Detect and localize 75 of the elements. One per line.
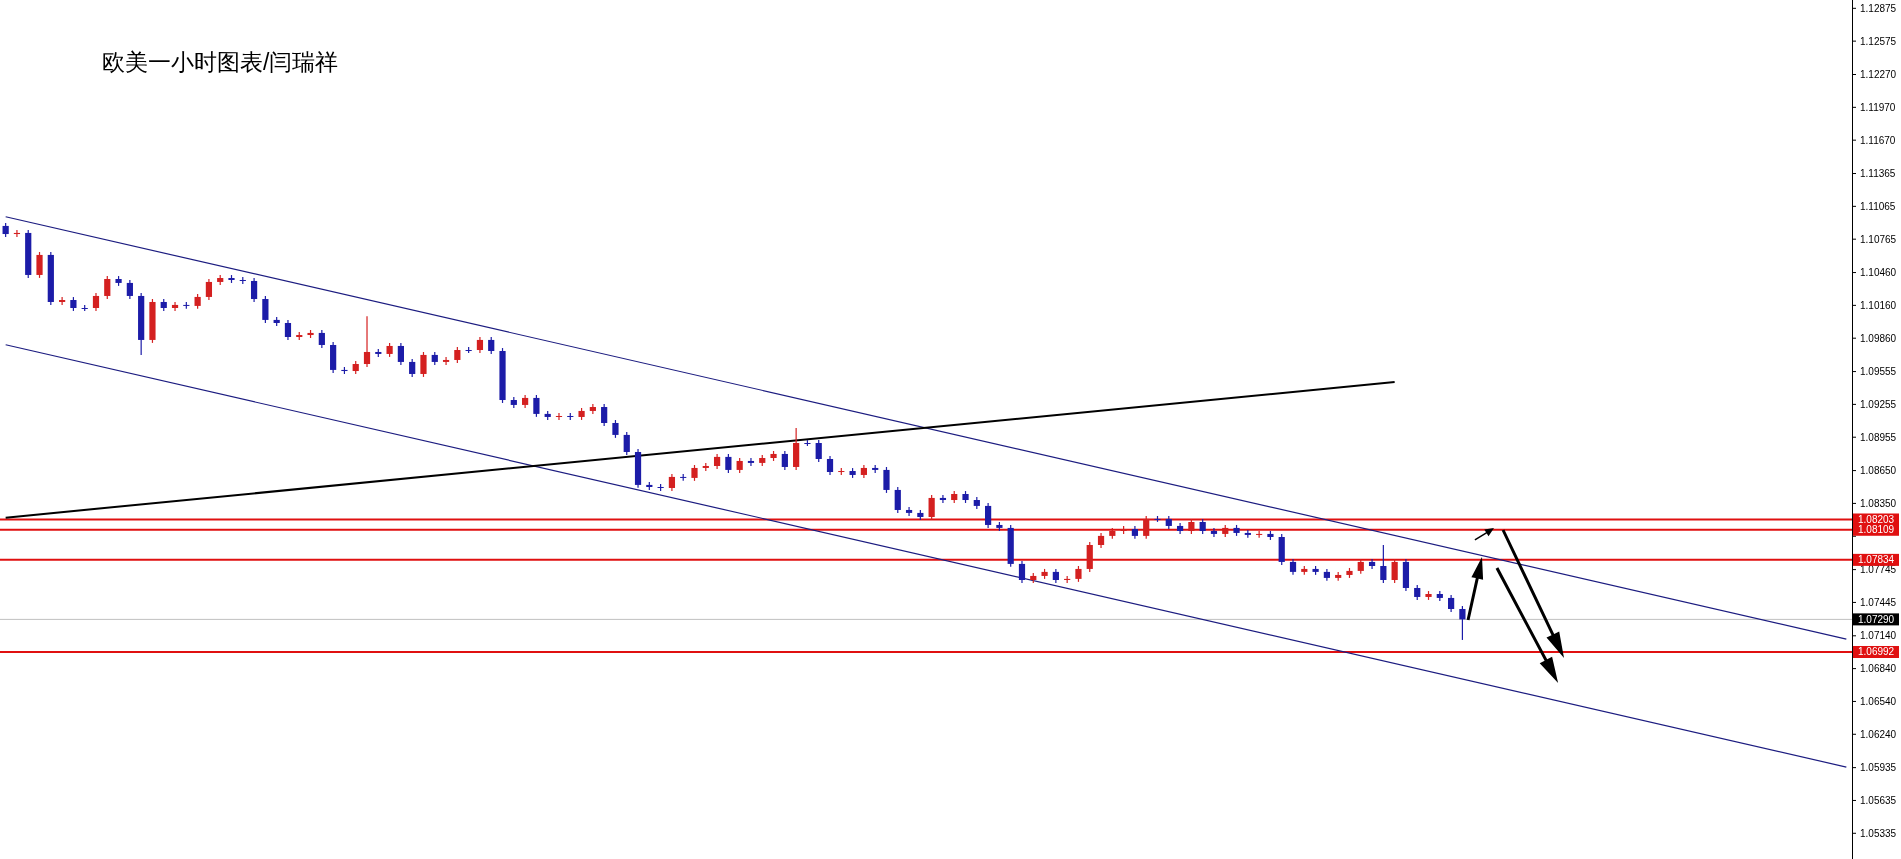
candlestick <box>905 506 913 517</box>
candlestick <box>59 296 66 306</box>
candlestick <box>397 342 404 366</box>
y-tick-label: 1.09255 <box>1860 398 1897 410</box>
candlestick <box>284 319 292 341</box>
y-tick-label: 1.09555 <box>1860 366 1897 378</box>
y-tick-label: 1.07745 <box>1860 564 1897 576</box>
y-tick-label: 1.10765 <box>1860 233 1897 245</box>
text: 欧美一小时图表/闫瑞祥 <box>102 49 339 75</box>
y-tick-label: 1.05335 <box>1860 827 1897 839</box>
candlestick <box>883 466 890 494</box>
candlestick <box>985 502 992 529</box>
ref-line-label: 1.08203 <box>1858 513 1895 525</box>
candlestick <box>928 494 935 521</box>
candlestick <box>171 301 179 312</box>
candlestick <box>442 356 450 366</box>
y-tick-label: 1.08955 <box>1860 431 1897 443</box>
candlestick <box>815 439 822 463</box>
ref-line-label: 1.07834 <box>1858 554 1895 566</box>
candlestick <box>363 315 371 368</box>
y-tick-label: 1.12270 <box>1860 69 1897 81</box>
candlestick <box>262 295 269 324</box>
candlestick <box>725 453 732 474</box>
candlestick <box>939 494 947 504</box>
candlestick <box>793 427 800 471</box>
candlestick <box>1256 530 1263 539</box>
candlestick <box>826 455 834 476</box>
candlestick <box>1380 544 1387 584</box>
y-tick-label: 1.11670 <box>1860 134 1896 146</box>
candlestick <box>1210 527 1218 538</box>
ref-label: 1.06992 <box>1853 646 1899 658</box>
candlestick <box>1368 558 1376 570</box>
y-tick-label: 1.10160 <box>1860 299 1897 311</box>
candlestick <box>533 394 540 418</box>
ref-label: 1.07834 <box>1853 553 1899 566</box>
candlestick <box>894 486 901 514</box>
candlestick <box>1018 560 1026 584</box>
y-tick-label: 1.11365 <box>1860 168 1896 180</box>
y-tick-label: 1.06540 <box>1860 695 1897 707</box>
ref-line-label: 1.07290 <box>1858 613 1895 625</box>
candlestick <box>1143 515 1150 540</box>
candlestick <box>1176 522 1184 535</box>
candlestick <box>555 412 563 421</box>
y-tick-label: 1.12875 <box>1860 2 1897 14</box>
candlestick <box>126 279 133 300</box>
y-tick-label: 1.09860 <box>1860 332 1897 344</box>
candlestick <box>36 251 43 279</box>
candlestick <box>1086 541 1093 573</box>
y-tick-label: 1.06240 <box>1860 728 1897 740</box>
ref-label: 1.08203 <box>1853 513 1899 526</box>
y-tick-label: 1.05935 <box>1860 762 1897 774</box>
ref-line-label: 1.08109 <box>1858 524 1895 536</box>
y-tick-label: 1.07140 <box>1860 630 1897 642</box>
y-tick-label: 1.08350 <box>1860 497 1897 509</box>
y-tick-label: 1.10460 <box>1860 267 1897 279</box>
ref-label: 1.07290 <box>1853 613 1899 626</box>
candlestick <box>1459 605 1466 641</box>
y-tick-label: 1.07445 <box>1860 596 1897 608</box>
y-tick-label: 1.05635 <box>1860 794 1897 806</box>
candlestick <box>623 431 630 456</box>
candlestick <box>1391 558 1398 584</box>
y-tick-label: 1.12575 <box>1860 35 1897 47</box>
candlestick <box>601 403 608 427</box>
candlestick <box>250 277 258 303</box>
candlestick <box>104 275 111 300</box>
y-tick-label: 1.06840 <box>1860 663 1897 675</box>
candlestick <box>589 403 596 415</box>
y-tick-label: 1.08650 <box>1860 465 1897 477</box>
candlestick <box>781 450 788 471</box>
ref-line-label: 1.06992 <box>1858 646 1895 658</box>
candlestick <box>205 278 213 301</box>
candlestick <box>420 351 427 378</box>
y-tick-label: 1.11970 <box>1860 101 1896 113</box>
y-tick-label: 1.11065 <box>1860 200 1896 212</box>
candlestick <box>747 457 755 467</box>
